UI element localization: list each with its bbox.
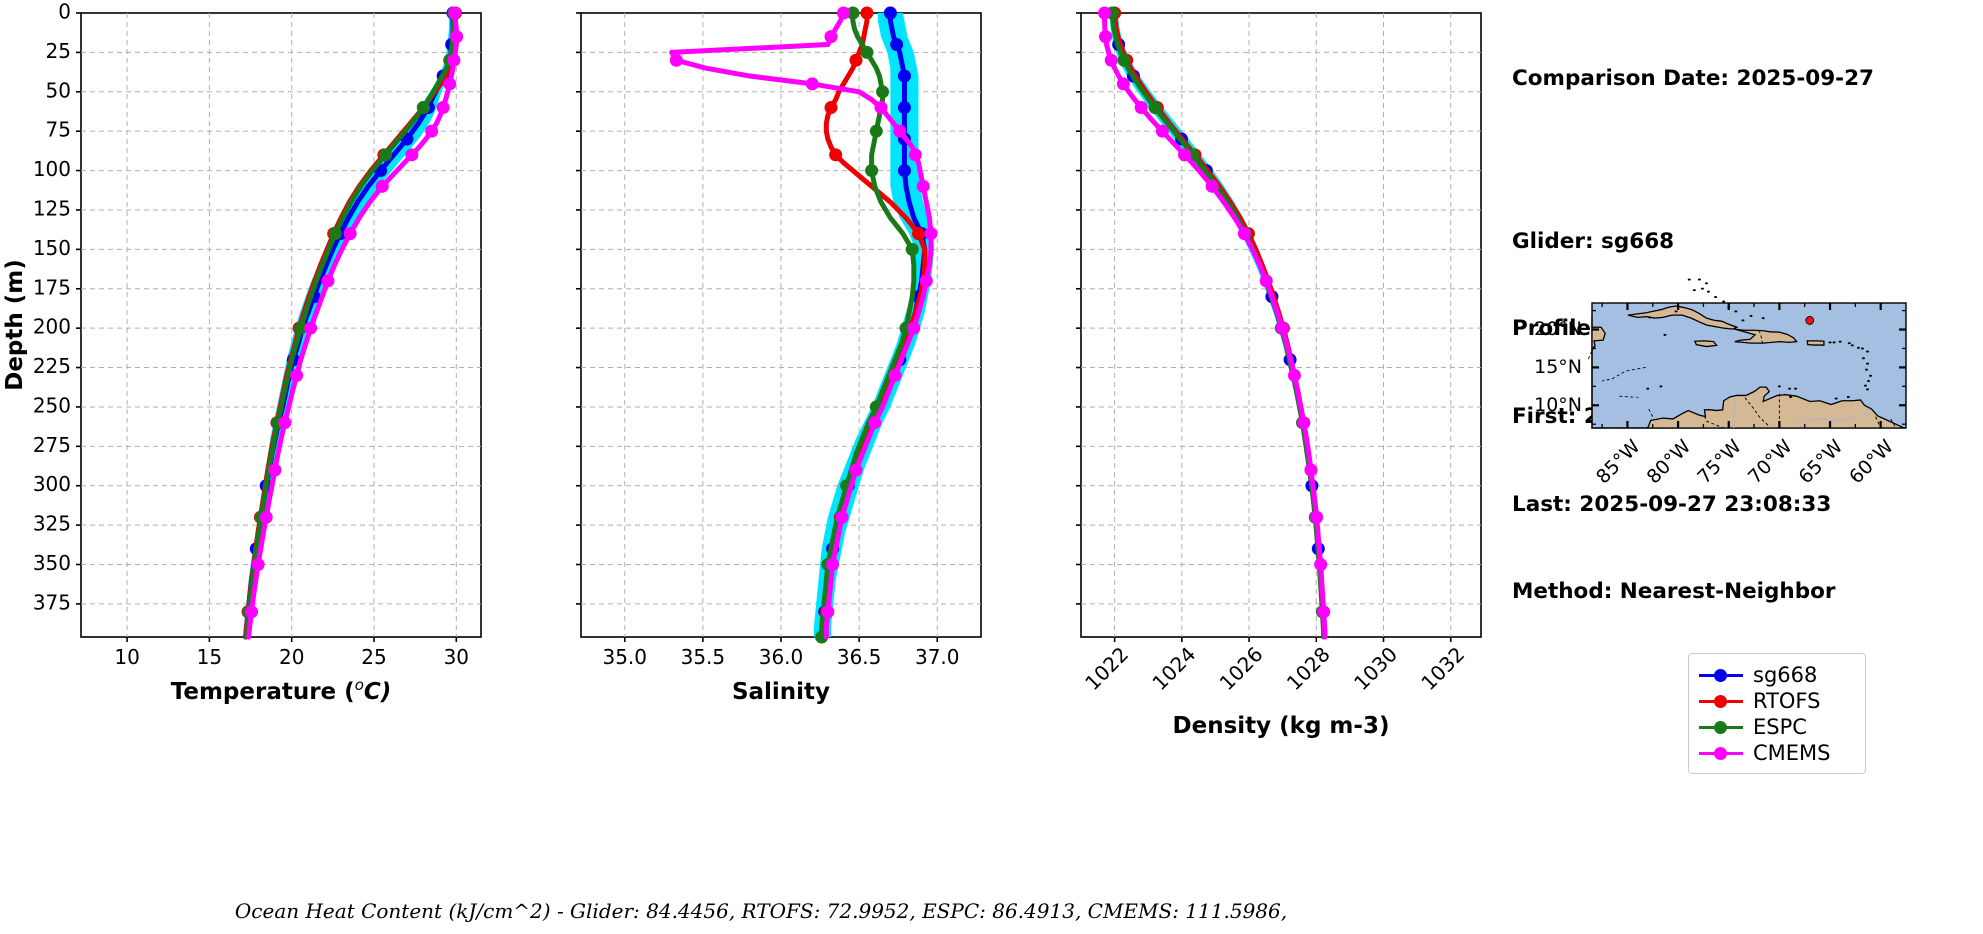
x-tick-label: 30 (444, 645, 469, 669)
y-tick-label: 275 (33, 433, 71, 457)
location-map-panel (1587, 278, 1907, 429)
comparison-date-line: Comparison Date: 2025-09-27 (1512, 66, 1875, 92)
salinity-profile-panel (576, 6, 982, 644)
x-tick-label: 10 (114, 645, 139, 669)
info-spacer (1512, 152, 1982, 168)
x-axis-title: Density (kg m-3) (1173, 713, 1390, 739)
y-tick-label: 75 (46, 118, 71, 142)
x-tick-label: 1026 (1215, 642, 1268, 695)
legend-dot-sg668 (1714, 669, 1727, 682)
legend-dot-rtofs (1714, 695, 1727, 708)
legend-dot-espc (1714, 721, 1727, 734)
legend-dot-cmems (1714, 747, 1727, 760)
y-tick-label: 175 (33, 275, 71, 299)
x-tick-label: 1022 (1080, 642, 1133, 695)
legend-item-rtofs[interactable]: RTOFS (1699, 688, 1855, 714)
legend-swatch-rtofs (1699, 691, 1743, 711)
ocean-heat-content-caption: Ocean Heat Content (kJ/cm^2) - Glider: 8… (234, 899, 1288, 923)
x-tick-label: 1030 (1349, 642, 1402, 695)
y-axis-title: Depth (m) (2, 259, 28, 391)
y-tick-label: 225 (33, 354, 71, 378)
x-tick-label: 1028 (1282, 642, 1335, 695)
x-tick-label: 37.0 (915, 645, 960, 669)
y-tick-label: 125 (33, 196, 71, 220)
x-tick-label: 36.0 (759, 645, 804, 669)
last-line: Last: 2025-09-27 23:08:33 (1512, 491, 1832, 517)
y-tick-label: 0 (58, 0, 71, 24)
x-axis-title: Temperature (oC) (171, 676, 392, 705)
legend-item-espc[interactable]: ESPC (1699, 714, 1855, 740)
legend-swatch-cmems (1699, 743, 1743, 763)
x-tick-label: 15 (197, 645, 222, 669)
legend-swatch-sg668 (1699, 665, 1743, 685)
x-tick-label: 1032 (1416, 642, 1469, 695)
caribbean-map (1587, 278, 1907, 429)
y-tick-label: 100 (33, 157, 71, 181)
x-tick-label: 25 (361, 645, 386, 669)
legend-swatch-espc (1699, 717, 1743, 737)
glider-line: Glider: sg668 (1512, 228, 1675, 254)
y-tick-label: 25 (46, 39, 71, 63)
temperature-plot (76, 6, 482, 642)
legend-label-espc: ESPC (1753, 715, 1807, 739)
x-axis-title: Salinity (732, 679, 830, 705)
x-tick-label: 35.0 (602, 645, 647, 669)
density-profile-panel (1076, 6, 1482, 642)
y-tick-label: 300 (33, 472, 71, 496)
legend-label-sg668: sg668 (1753, 663, 1818, 687)
y-tick-label: 150 (33, 236, 71, 260)
density-plot (1076, 6, 1482, 642)
x-tick-label: 1024 (1147, 642, 1200, 695)
y-tick-label: 250 (33, 393, 71, 417)
y-tick-label: 325 (33, 512, 71, 536)
salinity-plot (576, 6, 982, 644)
y-tick-label: 375 (33, 590, 71, 614)
legend-item-sg668[interactable]: sg668 (1699, 662, 1855, 688)
x-tick-label: 36.5 (837, 645, 882, 669)
map-wrap (1587, 278, 1907, 429)
temperature-profile-panel (76, 6, 482, 642)
method-line: Method: Nearest-Neighbor (1512, 579, 1836, 605)
x-tick-label: 20 (279, 645, 304, 669)
x-tick-label: 35.5 (681, 645, 726, 669)
y-tick-label: 200 (33, 315, 71, 339)
series-legend: sg668 RTOFS ESPC CMEMS (1688, 653, 1866, 774)
legend-label-cmems: CMEMS (1753, 741, 1831, 765)
y-tick-label: 350 (33, 551, 71, 575)
legend-item-cmems[interactable]: CMEMS (1699, 740, 1855, 766)
y-tick-label: 50 (46, 78, 71, 102)
legend-label-rtofs: RTOFS (1753, 689, 1821, 713)
